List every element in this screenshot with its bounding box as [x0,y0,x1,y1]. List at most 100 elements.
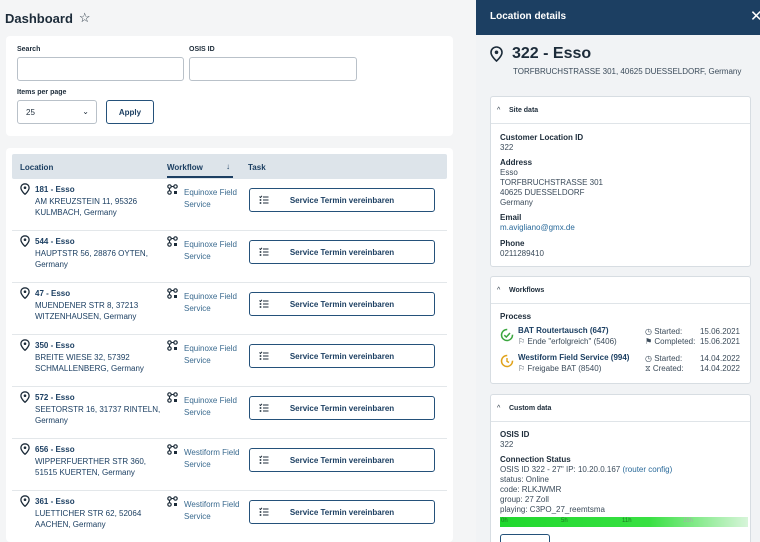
task-button-label: Service Termin vereinbaren [289,248,395,257]
workflow-name: Westiform Field Service [184,500,240,521]
connection-ip-text: OSIS ID 322 - 27" IP: 10.20.0.167 [500,465,623,474]
task-button[interactable]: Service Termin vereinbaren [249,240,435,264]
star-outline-icon[interactable]: ☆ [78,10,91,25]
location-address: SEETORSTR 16, 31737 RINTELN, Germany [35,405,161,425]
location-name-link[interactable]: 181 - Esso [35,185,75,194]
email-label: Email [500,213,522,222]
started-value: 14.04.2022 [699,354,740,363]
task-button-label: Service Termin vereinbaren [289,352,395,361]
table-header: Location Workflow ↓ Task [12,154,447,179]
task-button-label: Service Termin vereinbaren [289,300,395,309]
uptime-tick: 11h [622,518,632,524]
table-row[interactable]: 350 - Esso BREITE WIESE 32, 57392 SCHMALL… [12,335,447,387]
search-input[interactable] [17,57,184,81]
task-list-icon [259,507,269,516]
location-name-link[interactable]: 656 - Esso [35,445,75,454]
workflow-link[interactable]: BAT Routertausch (647) [518,326,609,335]
connection-line: playing: C3PO_27_reemtsma [500,505,605,514]
workflow-name: Equinoxe Field Service [184,292,237,313]
customer-id-value: 322 [500,143,514,152]
address-line: Esso [500,168,518,177]
workflow-icon [167,444,178,455]
completed-label-text: Completed: [654,337,696,346]
items-per-page-select[interactable]: 25 ⌄ [17,100,97,124]
column-location[interactable]: Location [20,163,54,172]
clock-circle-icon [500,354,514,368]
location-name-link[interactable]: 350 - Esso [35,341,75,350]
task-list-icon [259,403,269,412]
table-row[interactable]: 361 - Esso LUETTICHER STR 62, 52064 AACHE… [12,491,447,542]
workflow-sub-text: Freigabe BAT (8540) [527,364,602,373]
workflow-icon [167,184,178,195]
uptime-tick: 0h [501,518,508,524]
email-link[interactable]: m.avigliano@gmx.de [500,223,575,232]
table-row[interactable]: 181 - Esso AM KREUZSTEIN 11, 95326 KULMBA… [12,179,447,231]
items-per-page-label: Items per page [17,89,67,96]
location-address: MUENDENER STR 8, 37213 WITZENHAUSEN, Ger… [35,301,139,321]
workflow-name: Equinoxe Field Service [184,396,237,417]
site-data-header[interactable]: ^ Site data [491,97,750,124]
task-list-icon [259,455,269,464]
phone-label: Phone [500,239,525,248]
task-button[interactable]: Service Termin vereinbaren [249,500,435,524]
location-address: BREITE WIESE 32, 57392 SCHMALLENBERG, Ge… [35,353,144,373]
task-list-icon [259,195,269,204]
location-pin-icon [490,46,503,62]
apply-button[interactable]: Apply [106,100,154,124]
location-address: WIPPERFUERTHER STR 360, 51515 KUERTEN, G… [35,457,146,477]
location-name-link[interactable]: 47 - Esso [35,289,71,298]
table-row[interactable]: 656 - Esso WIPPERFUERTHER STR 360, 51515 … [12,439,447,491]
location-title: 322 - Esso [512,45,592,62]
custom-data-section: ^ Custom data OSIS ID 322 Connection Sta… [490,394,751,542]
connection-line: status: Online [500,475,549,484]
arrow-down-icon[interactable]: ↓ [226,162,230,171]
location-pin-icon [20,339,30,351]
osis-id-value: 322 [500,440,514,449]
started-value: 15.06.2021 [699,327,740,336]
items-per-page-value: 25 [26,108,35,117]
chevron-up-icon: ^ [497,107,501,114]
location-pin-icon [20,287,30,299]
location-pin-icon [20,443,30,455]
osis-id-input[interactable] [189,57,357,81]
uptime-tick: 16h [683,518,694,524]
completed-label: ⚑ Completed: [645,337,696,346]
workflows-header[interactable]: ^ Workflows [491,277,750,304]
chevron-up-icon: ^ [497,405,501,412]
workflow-name: Equinoxe Field Service [184,344,237,365]
custom-data-header[interactable]: ^ Custom data [491,395,750,422]
table-row[interactable]: 544 - Esso HAUPTSTR 56, 28876 OYTEN, Germ… [12,231,447,283]
panel-title: Location details [490,11,567,22]
router-config-link[interactable]: (router config) [622,465,673,474]
table-row[interactable]: 572 - Esso SEETORSTR 16, 31737 RINTELN, G… [12,387,447,439]
task-button[interactable]: Service Termin vereinbaren [249,292,435,316]
location-name-link[interactable]: 544 - Esso [35,237,75,246]
page-title: Dashboard ☆ [5,10,91,26]
location-pin-icon [20,183,30,195]
location-name-link[interactable]: 572 - Esso [35,393,75,402]
location-name-link[interactable]: 361 - Esso [35,497,75,506]
search-label: Search [17,46,41,53]
workflows-label: Workflows [509,287,545,294]
workflow-icon [167,392,178,403]
task-button[interactable]: Service Termin vereinbaren [249,188,435,212]
task-button[interactable]: Service Termin vereinbaren [249,344,435,368]
workflow-link[interactable]: Westiform Field Service (994) [518,353,630,362]
filter-card: Search OSIS ID Items per page 25 ⌄ Apply [6,36,453,136]
task-button[interactable]: Service Termin vereinbaren [249,448,435,472]
column-task[interactable]: Task [248,163,266,172]
location-address: AM KREUZSTEIN 11, 95326 KULMBACH, German… [35,197,138,217]
workflows-section: ^ Workflows Process BAT Routertausch (64… [490,276,751,384]
connection-action-button[interactable] [500,534,550,542]
close-icon[interactable]: ✕ [750,8,760,25]
task-button-label: Service Termin vereinbaren [289,508,395,517]
column-workflow[interactable]: Workflow [167,163,203,172]
process-label: Process [500,312,532,321]
task-button[interactable]: Service Termin vereinbaren [249,396,435,420]
table-row[interactable]: 47 - Esso MUENDENER STR 8, 37213 WITZENHA… [12,283,447,335]
workflow-name: Equinoxe Field Service [184,188,237,209]
workflow-icon [167,340,178,351]
workflow-sub-text: Ende "erfolgreich" (5406) [527,337,617,346]
address-line: 40625 DUESSELDORF [500,188,585,197]
uptime-tick: 5h [561,518,568,524]
